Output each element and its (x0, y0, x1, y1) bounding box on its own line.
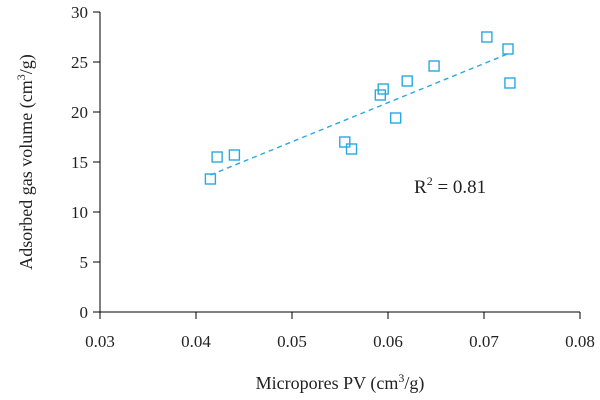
x-tick-label: 0.08 (565, 332, 595, 351)
y-tick-label: 30 (71, 3, 88, 22)
data-point (401, 75, 413, 87)
y-tick-label: 25 (71, 53, 88, 72)
data-point (339, 136, 351, 148)
trendline (210, 52, 511, 176)
data-point (502, 43, 514, 55)
axes (99, 12, 580, 313)
y-ticks: 0 5 10 15 20 25 30 (71, 3, 100, 322)
data-points (204, 31, 516, 185)
x-tick-label: 0.06 (373, 332, 403, 351)
y-axis-label: Adsorbed gas volume (cm3/g) (14, 54, 37, 269)
y-tick-label: 15 (71, 153, 88, 172)
x-tick-label: 0.05 (277, 332, 307, 351)
x-tick-label: 0.03 (85, 332, 115, 351)
data-point (211, 151, 223, 163)
y-tick-label: 10 (71, 203, 88, 222)
data-point (374, 89, 387, 101)
y-tick-label: 20 (71, 103, 88, 122)
y-tick-label: 5 (80, 253, 89, 272)
data-point (428, 60, 440, 72)
data-point (481, 31, 493, 43)
data-point (204, 173, 217, 185)
data-point (504, 77, 516, 89)
y-tick-label: 0 (80, 303, 89, 322)
r-squared-annotation: R2 = 0.81 (414, 174, 486, 198)
data-point (345, 143, 358, 155)
x-tick-label: 0.04 (181, 332, 211, 351)
x-tick-label: 0.07 (469, 332, 499, 351)
x-axis-label: Micropores PV (cm3/g) (256, 371, 425, 394)
data-point (377, 83, 389, 95)
x-ticks: 0.03 0.04 0.05 0.06 0.07 0.08 (85, 312, 595, 351)
data-point (228, 149, 241, 161)
data-point (389, 112, 402, 124)
